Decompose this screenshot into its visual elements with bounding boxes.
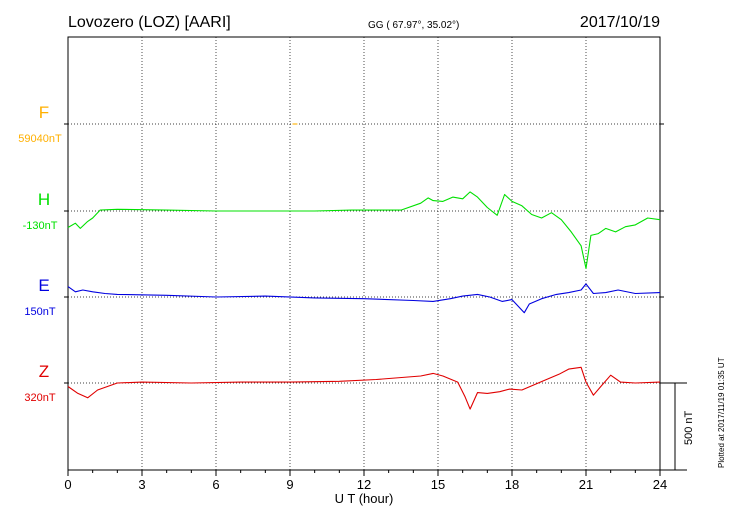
scale-bar-label: 500 nT (683, 410, 695, 445)
grid (68, 37, 660, 470)
x-axis-ticks (64, 123, 664, 476)
component-baseline-value: -130nT (23, 220, 58, 232)
component-baseline-value: 150nT (24, 306, 55, 318)
component-name: E (38, 276, 49, 295)
component-name: F (39, 103, 49, 122)
x-tick-label: 24 (653, 477, 667, 492)
x-axis-tick-labels: 0 3 6 9 12 15 18 21 24 (64, 477, 667, 492)
component-name: H (38, 190, 50, 209)
plot-date: 2017/10/19 (580, 14, 660, 31)
x-tick-label: 18 (505, 477, 519, 492)
trace-e (67, 283, 661, 314)
station-title: Lovozero (LOZ) [AARI] (68, 14, 231, 31)
trace-h (67, 191, 661, 269)
scale-bar: 500 nT (660, 382, 695, 471)
x-tick-label: 21 (579, 477, 593, 492)
x-tick-label: 0 (64, 477, 71, 492)
plotted-at-note: Plotted at 2017/11/19 01:35 UT (717, 357, 726, 468)
x-axis-title: U T (hour) (335, 491, 394, 506)
component-labels: F 59040nT H -130nT E 150nT Z 320nT (18, 103, 62, 404)
x-tick-label: 9 (286, 477, 293, 492)
x-tick-label: 12 (357, 477, 371, 492)
component-baseline-value: 320nT (24, 392, 55, 404)
x-tick-label: 15 (431, 477, 445, 492)
x-tick-label: 6 (212, 477, 219, 492)
station-coordinates: GG ( 67.97°, 35.02°) (368, 20, 459, 31)
x-tick-label: 3 (138, 477, 145, 492)
component-name: Z (39, 362, 49, 381)
component-baseline-value: 59040nT (18, 133, 62, 145)
trace-z (67, 366, 661, 410)
traces (67, 123, 661, 410)
